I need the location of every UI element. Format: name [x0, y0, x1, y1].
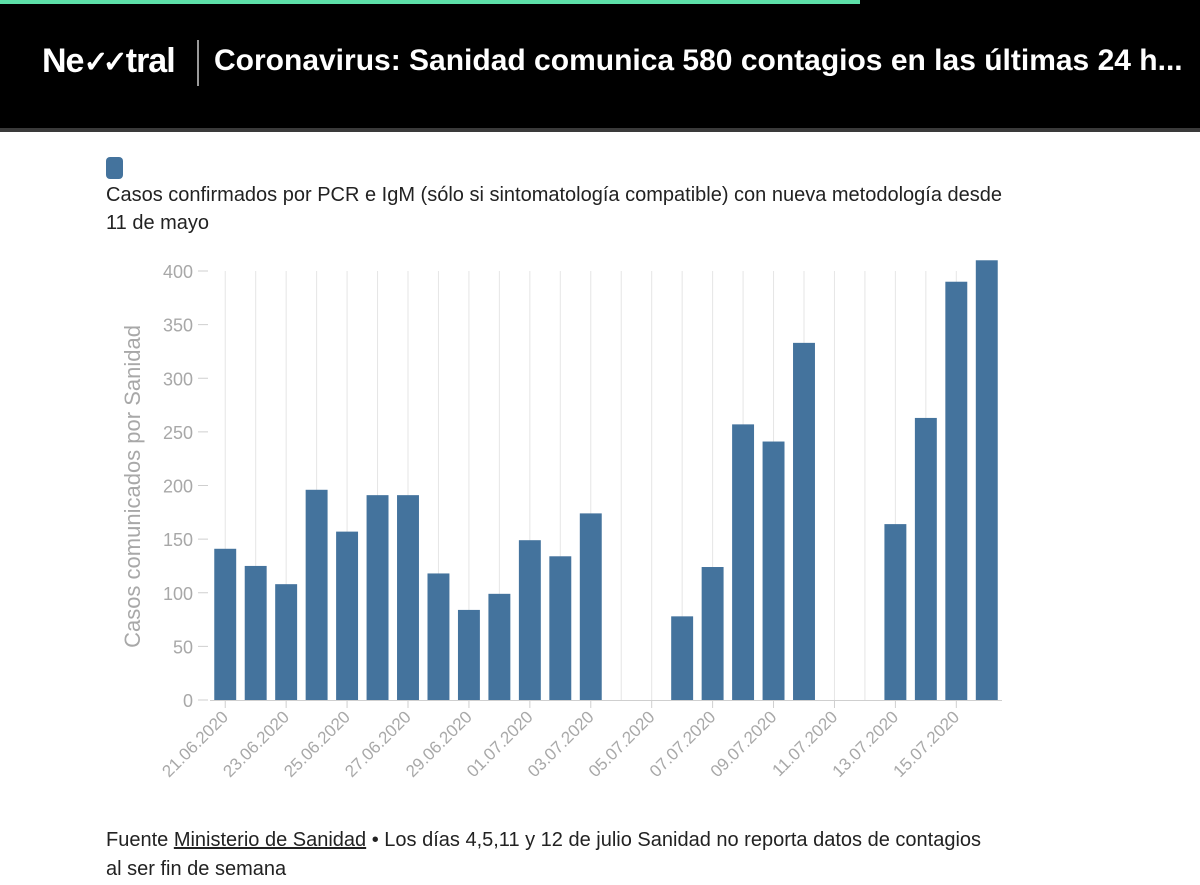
y-tick-label: 250 — [163, 423, 193, 443]
y-tick-label: 50 — [173, 637, 193, 657]
bar-10.07.2020 — [793, 342, 815, 700]
bar-06.07.2020 — [671, 616, 694, 700]
y-tick-label: 400 — [163, 262, 193, 282]
bar-08.07.2020 — [732, 424, 755, 700]
bar-16.07.2020 — [975, 260, 998, 700]
y-tick-label: 100 — [163, 584, 193, 604]
bar-14.07.2020 — [914, 417, 937, 700]
bar-02.07.2020 — [549, 556, 572, 700]
source-link[interactable]: Ministerio de Sanidad — [173, 829, 367, 851]
x-tick-label: 09.07.2020 — [707, 707, 781, 781]
bar-24.06.2020 — [305, 489, 328, 700]
bar-01.07.2020 — [518, 540, 541, 700]
progress-accent-bar — [0, 0, 860, 4]
header-divider — [197, 40, 199, 86]
bar-28.06.2020 — [427, 573, 450, 700]
bar-22.06.2020 — [244, 565, 267, 700]
bar-30.06.2020 — [488, 593, 511, 700]
y-axis: 0 50 100 150 200 250 300 350 400 — [163, 262, 208, 711]
y-tick-label: 150 — [163, 530, 193, 550]
y-tick-label: 0 — [183, 691, 193, 711]
bar-15.07.2020 — [945, 281, 968, 700]
x-tick-label: 15.07.2020 — [890, 707, 964, 781]
bar-13.07.2020 — [884, 524, 907, 700]
bars-group — [214, 260, 998, 700]
bar-21.06.2020 — [214, 548, 237, 700]
chart-legend-label: Casos confirmados por PCR e IgM (sólo si… — [106, 184, 1003, 234]
bar-25.06.2020 — [336, 531, 359, 700]
bar-26.06.2020 — [366, 495, 389, 700]
x-axis: 21.06.202023.06.202025.06.202027.06.2020… — [158, 700, 1002, 781]
bar-23.06.2020 — [275, 584, 298, 700]
bar-09.07.2020 — [762, 441, 785, 700]
chart-footer: Fuente Ministerio de Sanidad • Los días … — [106, 826, 986, 884]
bar-03.07.2020 — [579, 513, 602, 700]
article-headline: Coronavirus: Sanidad comunica 580 contag… — [214, 44, 1183, 77]
header-bottom-border — [0, 128, 1200, 132]
y-tick-label: 350 — [163, 316, 193, 336]
y-tick-label: 200 — [163, 477, 193, 497]
newtral-logo: Ne✓✓ tral — [42, 42, 176, 80]
footer-note: • Los días 4,5,11 y 12 de julio Sanidad … — [106, 829, 982, 880]
y-tick-label: 300 — [163, 369, 193, 389]
bar-27.06.2020 — [397, 495, 419, 700]
footer-prefix: Fuente — [106, 829, 174, 851]
bar-chart: 0 50 100 150 200 250 300 350 400 21.06.202023.06… — [120, 260, 1002, 781]
bar-07.07.2020 — [701, 567, 724, 700]
legend-swatch — [106, 157, 123, 179]
bar-29.06.2020 — [457, 609, 480, 700]
header-bar: Ne✓✓ tral Coronavirus: Sanidad comunica 5… — [0, 0, 1200, 132]
y-axis-title: Casos comunicados por Sanidad — [120, 325, 145, 648]
